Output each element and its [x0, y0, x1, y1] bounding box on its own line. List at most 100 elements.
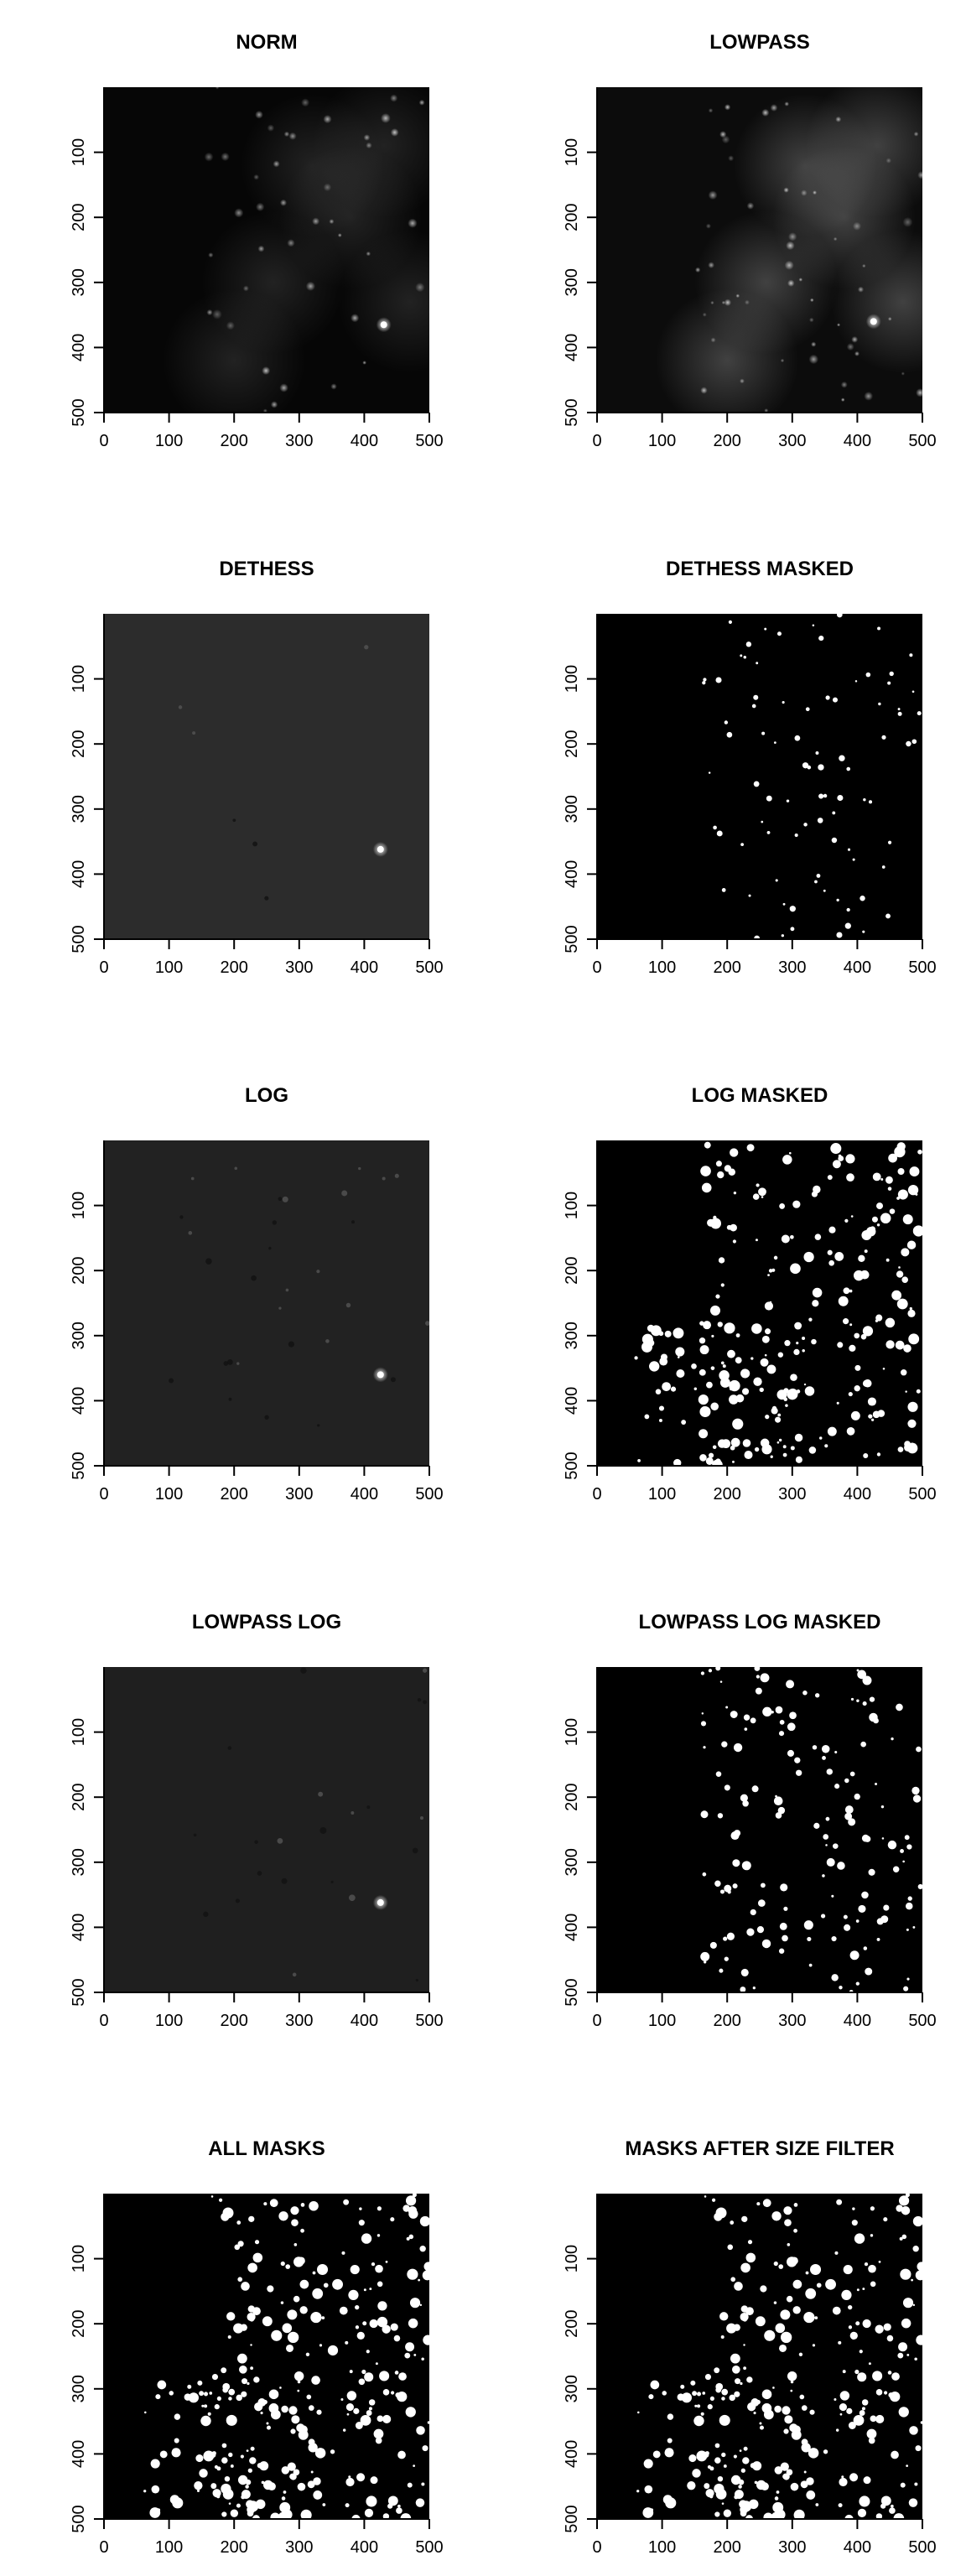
mask-spot	[881, 1837, 885, 1840]
mask-spot	[730, 2353, 740, 2364]
y-tick-label: 500	[70, 925, 88, 953]
mask-spot	[823, 2449, 828, 2454]
mask-spot	[159, 2450, 168, 2459]
mask-spot	[216, 2494, 221, 2499]
mask-spot	[228, 2502, 231, 2505]
mask-spot	[885, 1176, 893, 1184]
spot	[242, 285, 249, 292]
mask-spot	[715, 1771, 722, 1777]
mask-spot	[281, 2496, 286, 2501]
mask-spot	[836, 614, 843, 618]
spot	[700, 387, 708, 394]
mask-spot	[727, 2244, 734, 2251]
mask-spot	[774, 2405, 782, 2413]
y-axis: 100 200 300 400 500	[70, 1140, 105, 1480]
mask-spot	[875, 1314, 883, 1322]
mask-spot	[844, 1805, 854, 1814]
spot	[330, 1880, 334, 1883]
mask-spot	[852, 2207, 855, 2210]
mask-spot	[377, 2316, 388, 2328]
mask-spot	[834, 1252, 844, 1261]
mask-spot	[282, 2323, 293, 2334]
mask-spot	[742, 2457, 750, 2464]
mask-spot	[406, 2236, 410, 2241]
mask-spot	[777, 1806, 786, 1815]
mask-spot	[765, 1414, 770, 1420]
mask-spot	[210, 2483, 217, 2490]
mask-spot	[779, 1202, 786, 1209]
mask-spot	[240, 2324, 247, 2331]
mask-spot	[745, 2252, 756, 2263]
mask-spot	[834, 1750, 838, 1754]
mask-spot	[157, 2380, 167, 2390]
mask-spot	[704, 2195, 707, 2198]
haze-blob	[162, 288, 306, 413]
mask-spot	[729, 2394, 735, 2402]
mask-spot	[806, 2477, 814, 2485]
mask-spot	[405, 2407, 416, 2418]
image-area	[597, 2194, 922, 2519]
mask-spot	[793, 2203, 798, 2207]
spot	[808, 317, 814, 323]
spot	[323, 114, 332, 124]
mask-spot	[398, 2372, 407, 2381]
mask-spot	[400, 2513, 412, 2519]
mask-spot	[732, 1460, 735, 1463]
mask-spot	[353, 2407, 360, 2414]
mask-spot	[348, 2289, 359, 2301]
mask-spot	[782, 1452, 787, 1457]
mask-spot	[279, 2386, 282, 2389]
mask-spot	[848, 2304, 853, 2310]
mask-spot	[370, 2476, 378, 2485]
mask-spot	[784, 2219, 792, 2226]
mask-spot	[766, 795, 772, 802]
mask-spot	[754, 1667, 761, 1671]
mask-spot	[715, 1667, 721, 1671]
mask-spot	[722, 1364, 726, 1368]
mask-spot	[868, 1868, 875, 1876]
mask-spot	[790, 2389, 793, 2392]
mask-spot	[735, 1394, 745, 1403]
mask-spot	[738, 2479, 745, 2485]
mask-spot	[681, 2392, 692, 2403]
mask-spot	[835, 2428, 839, 2432]
mask-spot	[906, 2353, 910, 2356]
mask-spot	[382, 2513, 390, 2519]
mask-spot	[729, 1386, 734, 1391]
spot	[204, 152, 214, 162]
mask-spot	[697, 2404, 701, 2408]
mask-spot	[739, 2449, 742, 2452]
mask-spot	[863, 2476, 871, 2485]
mask-spot	[753, 2412, 756, 2415]
mask-spot	[906, 2464, 909, 2468]
x-axis: 0 100 200 300 400 500	[99, 2518, 444, 2557]
mask-spot	[252, 2252, 263, 2263]
mask-spot	[720, 1361, 724, 1365]
spot	[341, 1190, 348, 1197]
mask-spot	[677, 1356, 680, 1358]
mask-spot	[776, 1441, 780, 1444]
mask-spot	[199, 2391, 205, 2397]
mask-spot	[171, 2448, 181, 2458]
mask-spot	[261, 2480, 265, 2485]
mask-spot	[782, 701, 785, 704]
mask-spot	[237, 2475, 248, 2485]
mask-spot	[405, 2195, 417, 2206]
mask-spot	[790, 1446, 795, 1451]
panel-dethess-masked: DETHESS MASKED 0 100 200 300 400 500 100 200 300 4…	[563, 558, 937, 977]
mask-spot	[790, 927, 795, 932]
x-axis: 0 100 200 300 400 500	[99, 412, 444, 450]
spot	[227, 1359, 233, 1365]
haze-blob	[338, 230, 429, 374]
mask-spot	[717, 1322, 723, 1327]
mask-spot	[321, 2316, 325, 2320]
x-tick-label: 200	[714, 2538, 741, 2557]
mask-spot	[719, 1369, 730, 1381]
mask-spot	[848, 1818, 856, 1826]
mask-spot	[768, 1269, 773, 1273]
mask-spot	[880, 1213, 891, 1224]
spot	[746, 202, 755, 210]
mask-spot	[901, 2234, 907, 2240]
mask-spot	[418, 2278, 421, 2282]
